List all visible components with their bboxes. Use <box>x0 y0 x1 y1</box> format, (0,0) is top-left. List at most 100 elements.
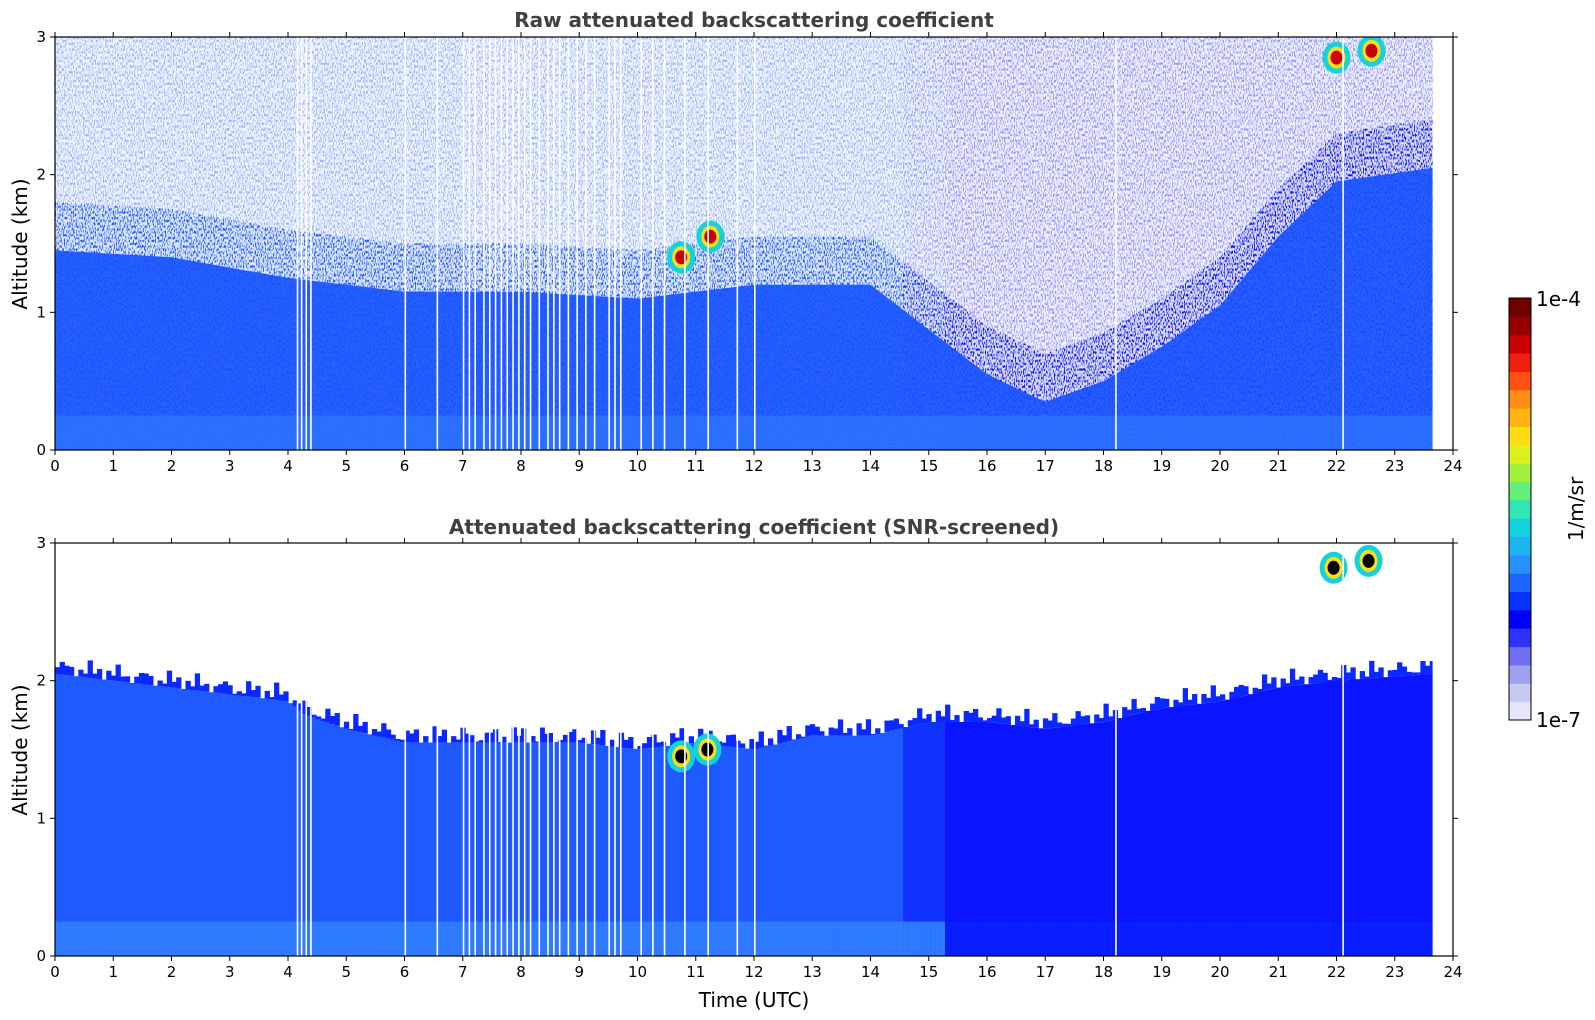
signal-column <box>115 681 121 956</box>
layer-edge <box>106 670 112 681</box>
surface-layer <box>1061 921 1067 956</box>
surface-layer <box>856 921 862 956</box>
signal-column <box>432 742 438 956</box>
colorbar-segment <box>1509 518 1531 538</box>
layer-edge <box>1345 672 1352 680</box>
data-gap <box>614 543 616 956</box>
surface-layer <box>213 921 219 956</box>
layer-edge <box>819 731 825 736</box>
signal-column <box>227 694 233 956</box>
layer-edge <box>805 725 811 737</box>
surface-layer <box>1294 921 1300 956</box>
surface-layer <box>1257 921 1263 956</box>
surface-layer <box>1187 921 1193 956</box>
data-gap <box>585 37 587 450</box>
layer-edge <box>865 719 872 736</box>
surface-layer <box>847 921 853 956</box>
signal-column <box>185 689 191 956</box>
layer-edge <box>963 711 969 722</box>
signal-column <box>399 742 406 956</box>
layer-edge <box>1075 711 1081 725</box>
surface-layer <box>670 921 676 956</box>
surface-layer <box>1299 921 1305 956</box>
signal-column <box>940 721 946 956</box>
surface-layer <box>171 921 177 956</box>
layer-edge <box>544 733 550 743</box>
layer-edge <box>767 738 774 746</box>
surface-layer <box>548 921 555 956</box>
surface-layer <box>963 921 969 956</box>
surface-layer <box>399 921 406 956</box>
signal-column <box>1173 706 1179 956</box>
signal-column <box>1019 726 1025 956</box>
signal-column <box>945 721 951 956</box>
x-tick-label: 5 <box>341 963 351 981</box>
data-gap <box>523 37 526 450</box>
layer-edge <box>353 713 359 732</box>
layer-edge <box>754 741 760 749</box>
layer-edge <box>218 684 224 694</box>
layer-edge <box>940 716 946 722</box>
surface-layer <box>1350 921 1356 956</box>
surface-layer <box>1411 921 1417 956</box>
signal-column <box>1252 693 1258 956</box>
surface-layer <box>1070 921 1077 956</box>
surface-layer <box>180 921 187 956</box>
surface-layer <box>684 921 690 956</box>
data-gap <box>436 37 439 450</box>
layer-edge <box>292 700 298 707</box>
layer-edge <box>320 718 326 721</box>
signal-column <box>1317 682 1324 956</box>
surface-layer <box>726 921 732 956</box>
signal-column <box>707 744 713 956</box>
layer-edge <box>376 731 382 737</box>
surface-layer <box>1145 921 1151 956</box>
surface-layer <box>1252 921 1258 956</box>
layer-edge <box>1364 676 1370 679</box>
surface-layer <box>376 921 382 956</box>
layer-edge <box>539 727 545 743</box>
signal-column <box>199 691 205 956</box>
surface-layer <box>371 921 378 956</box>
signal-column <box>562 742 569 956</box>
y-tick-label: 0 <box>36 947 46 965</box>
signal-column <box>213 692 219 956</box>
signal-column <box>1126 715 1133 956</box>
layer-edge <box>1192 694 1198 705</box>
surface-layer <box>567 921 573 956</box>
signal-column <box>246 696 252 956</box>
surface-layer <box>926 921 932 956</box>
x-tick-label: 14 <box>861 457 880 475</box>
layer-edge <box>548 732 555 743</box>
signal-column <box>982 721 988 956</box>
layer-edge <box>1373 671 1380 678</box>
data-gap <box>547 37 549 450</box>
layer-edge <box>110 675 117 681</box>
layer-edge <box>628 736 634 749</box>
surface-layer <box>246 921 252 956</box>
surface-layer <box>483 921 489 956</box>
layer-edge <box>413 729 420 743</box>
layer-edge <box>945 704 951 722</box>
signal-column <box>660 746 667 956</box>
y-tick-label: 1 <box>36 809 46 827</box>
data-gap <box>305 37 308 450</box>
surface-layer <box>740 921 746 956</box>
x-tick-label: 20 <box>1210 457 1229 475</box>
x-tick-label: 0 <box>50 963 60 981</box>
surface-layer <box>1369 921 1375 956</box>
data-gap <box>593 543 596 956</box>
layer-edge <box>1387 670 1394 677</box>
layer-edge <box>1084 715 1091 724</box>
surface-layer <box>199 921 205 956</box>
surface-layer <box>595 921 601 956</box>
layer-edge <box>1359 671 1366 679</box>
signal-column <box>343 728 350 956</box>
layer-edge <box>749 738 755 750</box>
layer-edge <box>1378 667 1384 678</box>
signal-column <box>912 725 918 956</box>
signal-column <box>553 742 559 956</box>
layer-edge <box>656 742 662 748</box>
layer-edge <box>306 706 312 717</box>
data-gap <box>553 543 555 956</box>
